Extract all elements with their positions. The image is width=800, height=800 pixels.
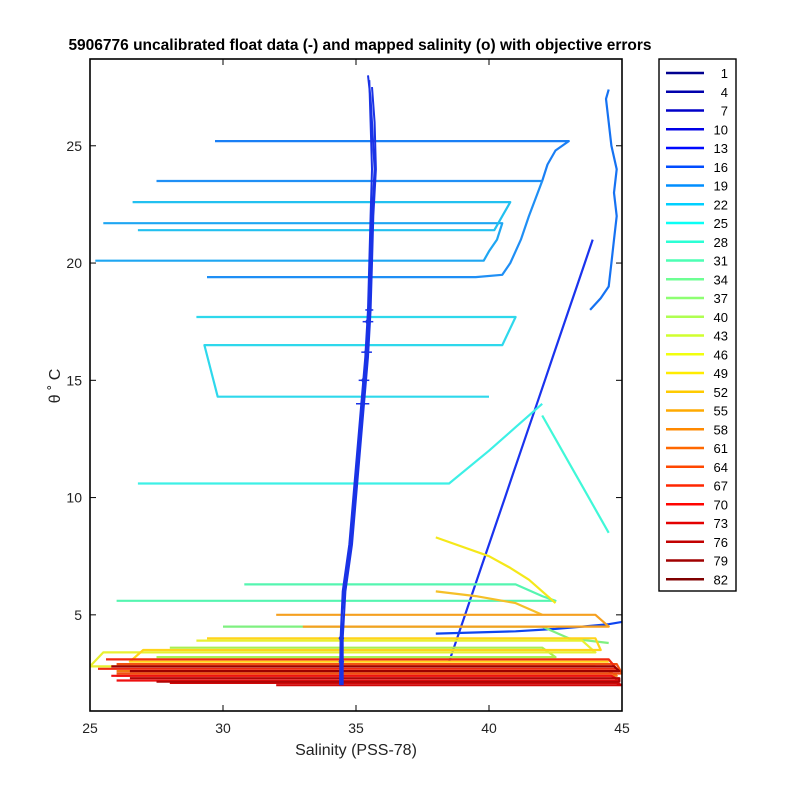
legend-label: 40 — [714, 310, 728, 325]
series-line-16 — [589, 89, 618, 311]
x-tick-label: 45 — [614, 720, 630, 736]
legend-label: 64 — [714, 460, 728, 475]
chart-title: 5906776 uncalibrated float data (-) and … — [68, 37, 652, 54]
series-layer — [90, 89, 622, 687]
series-line-19 — [215, 140, 570, 182]
mapped-point-2 — [361, 377, 367, 383]
legend-label: 4 — [721, 85, 728, 100]
x-tick-label: 35 — [348, 720, 364, 736]
legend-label: 1 — [721, 66, 728, 81]
y-tick-label: 15 — [66, 372, 82, 388]
series-line-79 — [129, 677, 621, 683]
legend-label: 52 — [714, 385, 728, 400]
series-line-70 — [98, 658, 618, 670]
legend-label: 70 — [714, 497, 728, 512]
series-line-10 — [435, 620, 622, 635]
y-tick-label: 10 — [66, 490, 82, 506]
series-line-31 — [196, 315, 517, 398]
series-line-76 — [169, 681, 622, 687]
legend-label: 82 — [714, 572, 728, 587]
mapped-salinity-layer — [338, 75, 377, 686]
y-axis: 5 10 15 20 25 — [66, 138, 622, 623]
series-line-37 — [541, 414, 610, 534]
legend-label: 37 — [714, 291, 728, 306]
y-tick-label: 5 — [74, 607, 82, 623]
legend-label: 55 — [714, 404, 728, 419]
series-line-1 — [448, 239, 594, 663]
legend-label: 7 — [721, 104, 728, 119]
series-line-67 — [116, 662, 622, 675]
legend-label: 31 — [714, 254, 728, 269]
y-axis-label: θ ˚ C — [47, 369, 64, 404]
legend: 1 4 7 10 13 16 19 22 25 28 31 34 37 40 43 46 49 52 55 58 61 6… — [666, 66, 728, 587]
mapped-point-3 — [364, 349, 370, 355]
legend-label: 34 — [714, 272, 728, 287]
x-tick-label: 25 — [82, 720, 98, 736]
plot-area — [90, 59, 622, 711]
series-line-22 — [156, 179, 544, 279]
mapped-point-5 — [366, 307, 372, 313]
series-line-40 — [116, 583, 557, 602]
legend-label: 67 — [714, 479, 728, 494]
series-line-82 — [111, 665, 621, 673]
legend-label: 43 — [714, 329, 728, 344]
mapped-point-6 — [338, 659, 344, 665]
series-line-58 — [435, 590, 543, 616]
mapped-point-7 — [338, 635, 344, 641]
legend-label: 76 — [714, 535, 728, 550]
series-line-55 — [128, 637, 609, 663]
legend-label: 49 — [714, 366, 728, 381]
legend-label: 73 — [714, 516, 728, 531]
legend-label: 25 — [714, 216, 728, 231]
series-line-25 — [95, 222, 504, 262]
mapped-point-4 — [365, 319, 371, 325]
x-axis: 25 30 35 40 45 — [82, 59, 630, 736]
legend-label: 22 — [714, 197, 728, 212]
x-axis-label: Salinity (PSS-78) — [295, 742, 417, 759]
legend-label: 13 — [714, 141, 728, 156]
legend-label: 16 — [714, 160, 728, 175]
y-tick-label: 20 — [66, 255, 82, 271]
series-line-34 — [137, 402, 543, 485]
mapped-point-1 — [360, 401, 366, 407]
legend-label: 61 — [714, 441, 728, 456]
series-line-61 — [276, 613, 610, 628]
legend-label: 19 — [714, 179, 728, 194]
legend-label: 10 — [714, 122, 728, 137]
legend-label: 58 — [714, 422, 728, 437]
x-tick-label: 30 — [215, 720, 231, 736]
series-line-52 — [435, 536, 557, 604]
series-line-28 — [132, 201, 512, 232]
y-tick-label: 25 — [66, 138, 82, 154]
legend-label: 46 — [714, 347, 728, 362]
x-tick-label: 40 — [481, 720, 497, 736]
legend-label: 28 — [714, 235, 728, 250]
legend-label: 79 — [714, 554, 728, 569]
